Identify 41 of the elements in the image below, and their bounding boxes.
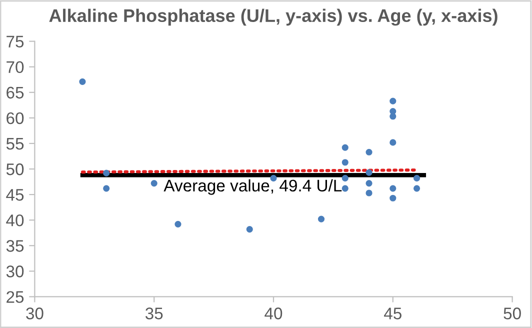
y-tick-label: 40 — [6, 214, 24, 226]
point — [413, 185, 420, 192]
point — [342, 144, 348, 151]
point — [342, 185, 348, 192]
x-tick-label: 40 — [264, 308, 282, 320]
y-tick-label: 25 — [6, 291, 24, 303]
x-tick-label: 30 — [26, 308, 44, 320]
point — [390, 108, 396, 115]
y-tick-label: 60 — [6, 112, 24, 124]
point — [390, 194, 396, 202]
y-tick-label: 65 — [6, 86, 24, 99]
y-tick-label: 45 — [6, 189, 24, 201]
y-tick-label: 70 — [6, 61, 24, 74]
point — [103, 170, 110, 176]
point — [246, 226, 253, 233]
y-tick-label: 55 — [6, 138, 24, 150]
y-tick-label: 50 — [6, 163, 24, 176]
point — [366, 180, 372, 187]
point — [366, 190, 372, 196]
point — [150, 180, 158, 187]
point — [79, 78, 86, 85]
point — [174, 220, 182, 228]
point — [342, 174, 348, 182]
y-tick-label: 35 — [6, 240, 24, 252]
y-tick-label: 30 — [6, 266, 24, 278]
point — [342, 159, 348, 166]
point — [103, 185, 110, 192]
x-tick-label: 50 — [504, 308, 521, 320]
annotation: Average value, 49.4 U/L — [164, 179, 342, 195]
point — [390, 98, 396, 104]
point — [366, 169, 372, 176]
point — [318, 216, 325, 222]
x-tick-label: 35 — [145, 308, 163, 320]
x-tick-label: 45 — [384, 308, 402, 320]
point — [390, 185, 396, 192]
chart-title: Alkaline Phosphatase (U/L, y-axis) vs. Age (y, x-axis) — [49, 8, 498, 26]
point — [366, 148, 372, 156]
point — [390, 113, 396, 120]
point — [390, 139, 396, 146]
y-tick-label: 75 — [6, 36, 24, 48]
point — [413, 174, 420, 182]
